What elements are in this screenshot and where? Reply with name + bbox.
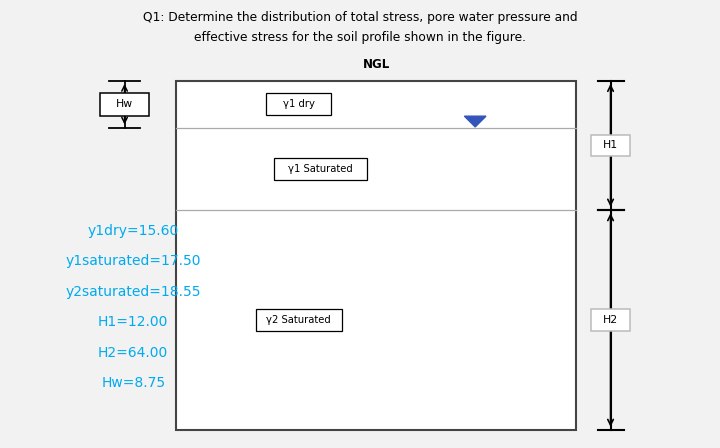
Text: H2: H2 [603,315,618,325]
Text: Hw: Hw [116,99,133,109]
Text: NGL: NGL [363,58,390,71]
Text: H2=64.00: H2=64.00 [98,346,168,360]
Text: H1=12.00: H1=12.00 [98,315,168,329]
Bar [100,93,149,116]
Bar [256,309,342,331]
Text: Q1: Determine the distribution of total stress, pore water pressure and: Q1: Determine the distribution of total … [143,11,577,24]
Text: y1dry=15.60: y1dry=15.60 [88,224,179,238]
Bar [591,134,631,156]
Text: y1saturated=17.50: y1saturated=17.50 [66,254,201,268]
Bar [176,81,576,430]
Text: γ2 Saturated: γ2 Saturated [266,315,331,325]
Bar [274,158,367,180]
Bar [591,309,631,331]
Text: effective stress for the soil profile shown in the figure.: effective stress for the soil profile sh… [194,31,526,44]
Text: γ1 dry: γ1 dry [283,99,315,109]
Polygon shape [464,116,486,127]
Text: Hw=8.75: Hw=8.75 [101,376,166,390]
Text: H1: H1 [603,140,618,150]
Text: y2saturated=18.55: y2saturated=18.55 [66,285,201,299]
Bar [266,94,331,115]
Text: γ1 Saturated: γ1 Saturated [288,164,353,174]
